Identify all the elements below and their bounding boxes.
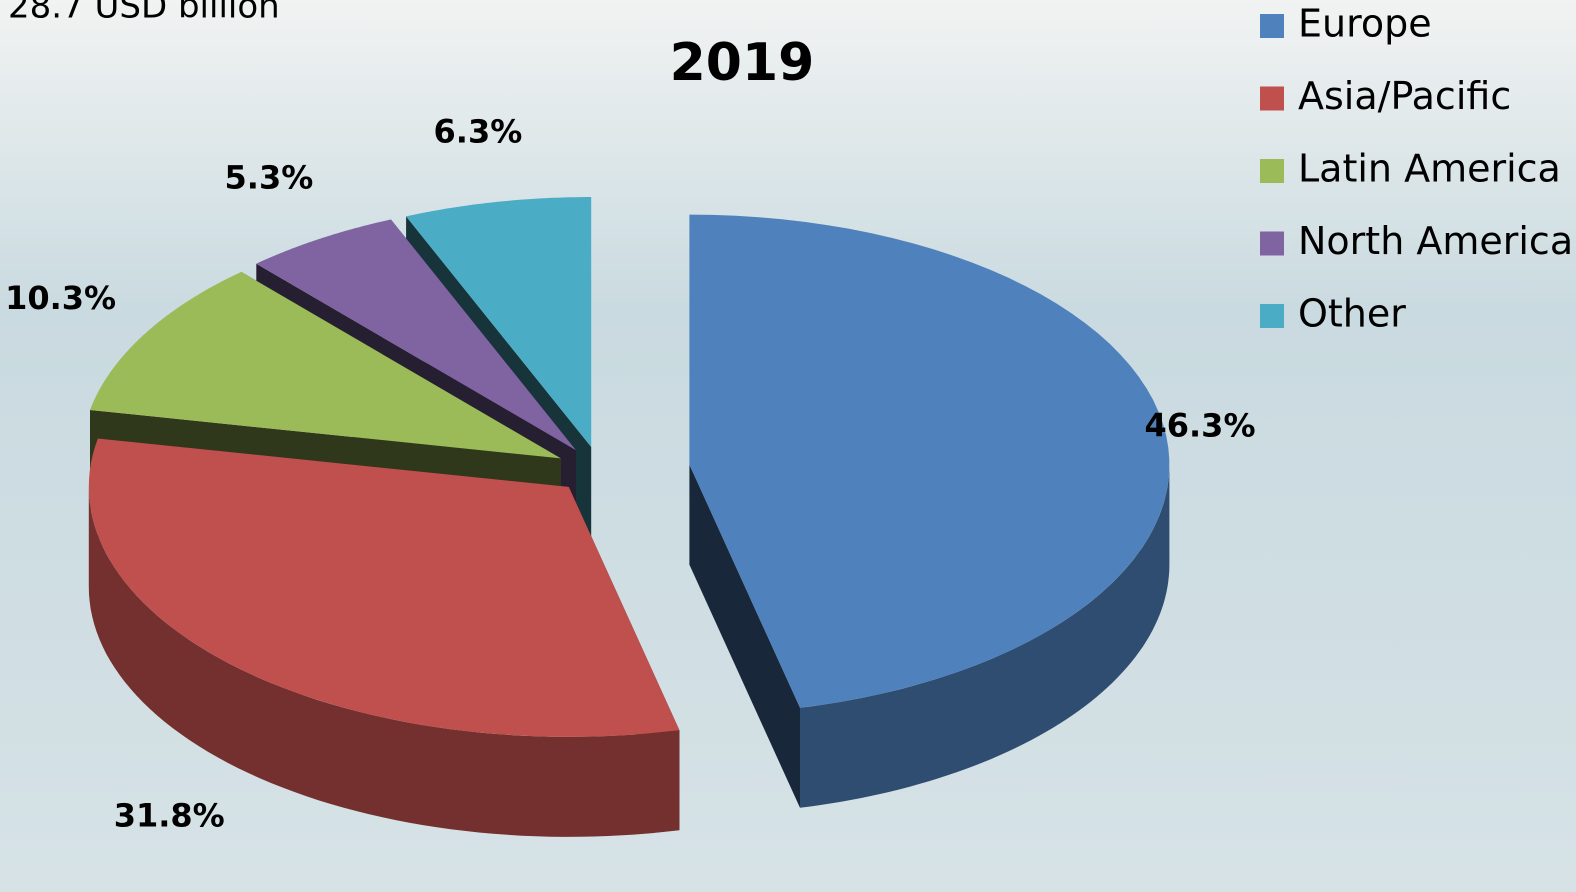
slice-wall xyxy=(88,486,680,837)
slice xyxy=(90,271,561,459)
legend-label: North America xyxy=(1298,219,1573,263)
legend-swatch xyxy=(1260,86,1284,111)
data-label: 5.3% xyxy=(225,158,314,196)
legend-label: Asia/Pacific xyxy=(1298,74,1511,118)
slice xyxy=(406,197,592,447)
slice-wall xyxy=(800,464,1170,808)
legend-swatch xyxy=(1260,304,1284,328)
slice-side xyxy=(689,464,800,808)
data-label: 6.3% xyxy=(434,112,523,150)
legend-swatch xyxy=(1260,231,1284,256)
data-label: 10.3% xyxy=(5,279,116,317)
legend-swatch xyxy=(1260,14,1284,38)
legend-label: Latin America xyxy=(1298,147,1561,191)
chart-subtitle: 28.7 USD billion xyxy=(8,0,280,27)
data-label: 31.8% xyxy=(114,796,225,834)
chart-title: 2019 xyxy=(670,33,815,93)
slice xyxy=(256,219,576,451)
slice xyxy=(88,438,680,737)
legend-label: Other xyxy=(1298,292,1406,336)
data-label: 46.3% xyxy=(1144,406,1255,444)
legend-swatch xyxy=(1260,159,1284,183)
slice xyxy=(689,214,1170,708)
legend-label: Europe xyxy=(1298,2,1432,46)
